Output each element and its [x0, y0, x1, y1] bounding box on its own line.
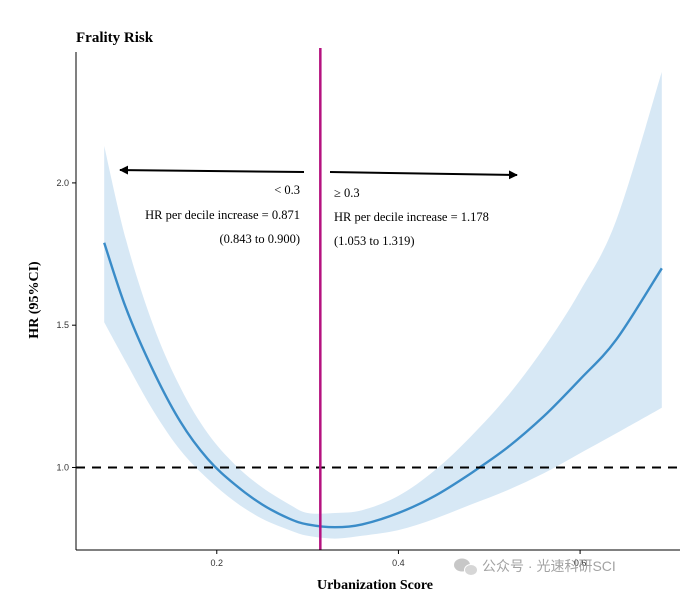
- right-hr-text: HR per decile increase = 1.178: [334, 210, 489, 224]
- y-tick-label: 1.5: [56, 320, 69, 330]
- y-axis-label: HR (95%CI): [27, 261, 42, 339]
- watermark-text: 公众号 · 光速科研SCI: [482, 558, 616, 574]
- right-arrow: [329, 170, 518, 180]
- x-tick-label: 0.6: [574, 558, 587, 568]
- x-tick-label: 0.4: [392, 558, 405, 568]
- chart-title: Frality Risk: [76, 30, 154, 46]
- left-ci-text: (0.843 to 0.900): [219, 232, 300, 246]
- wechat-icon: [454, 558, 478, 576]
- y-tick-label: 2.0: [56, 178, 69, 188]
- confidence-band: [104, 71, 662, 539]
- watermark: 公众号 · 光速科研SCI: [454, 558, 616, 576]
- left-threshold-label: < 0.3: [274, 183, 300, 197]
- x-axis-label: Urbanization Score: [317, 578, 433, 593]
- left-arrow: [119, 165, 305, 175]
- x-tick-label: 0.2: [211, 558, 224, 568]
- right-threshold-label: ≥ 0.3: [334, 186, 360, 200]
- y-tick-label: 1.0: [56, 462, 69, 472]
- left-hr-text: HR per decile increase = 0.871: [145, 208, 300, 222]
- hr-curve-line: [103, 242, 663, 529]
- right-ci-text: (1.053 to 1.319): [334, 234, 415, 248]
